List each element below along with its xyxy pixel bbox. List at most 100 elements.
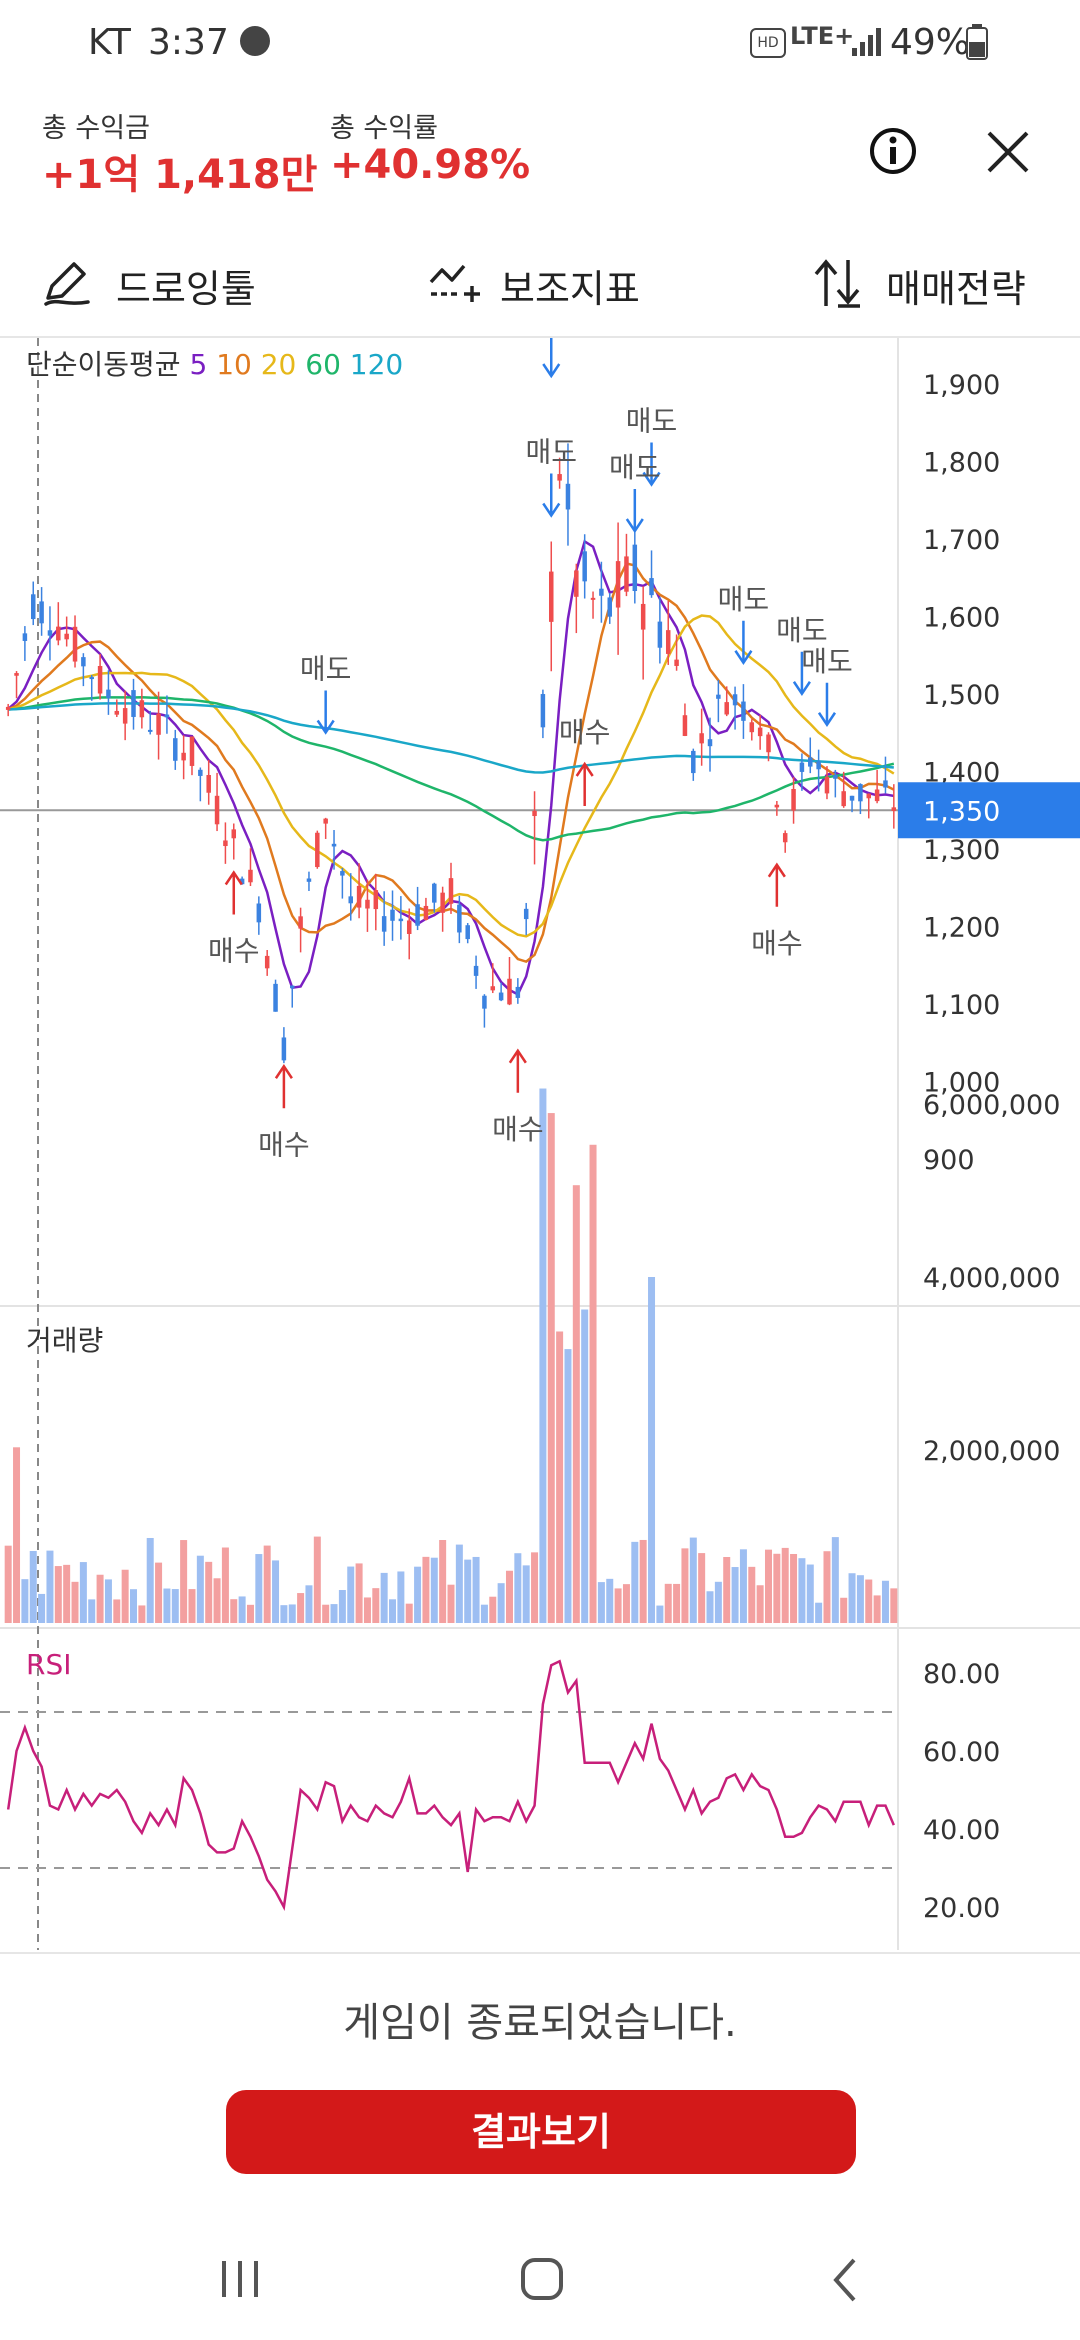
candle	[356, 885, 362, 908]
volume-bar	[681, 1548, 689, 1623]
stock-chart[interactable]: 매수매수매수매수매도매도매도매도매도매도매도매도매수 1,9001,8001,7…	[0, 338, 1080, 1958]
candle	[189, 736, 195, 766]
rsi-tick: 60.00	[923, 1737, 1000, 1768]
candle	[824, 776, 830, 794]
candle	[766, 734, 771, 753]
volume-bar	[798, 1558, 806, 1623]
volume-bar	[330, 1604, 338, 1623]
volume-bar	[781, 1547, 789, 1623]
back-icon[interactable]	[830, 2257, 860, 2303]
drawing-tool-label: 드로잉툴	[116, 267, 256, 311]
candle	[749, 722, 755, 733]
account-icon	[240, 26, 270, 56]
home-icon[interactable]	[520, 2257, 564, 2301]
volume-bar	[63, 1564, 71, 1623]
volume-bar	[823, 1551, 831, 1623]
candle	[891, 807, 897, 811]
volume-bar	[372, 1588, 380, 1623]
sell-arrow-head	[625, 518, 644, 534]
volume-tick: 6,000,000	[923, 1090, 1060, 1121]
volume-bar	[497, 1583, 505, 1623]
current-price-tag	[898, 782, 1080, 839]
volume-bar	[489, 1596, 497, 1623]
volume-tick: 2,000,000	[923, 1436, 1060, 1467]
view-results-button[interactable]: 결과보기	[226, 2090, 856, 2174]
volume-bar	[205, 1561, 213, 1623]
candle	[406, 920, 412, 934]
battery-icon	[966, 24, 988, 64]
candle	[874, 789, 880, 802]
volume-bar	[221, 1547, 229, 1623]
volume-bar	[130, 1589, 138, 1623]
total-profit-value: +1억 1,418만	[42, 152, 318, 198]
volume-bar	[439, 1540, 447, 1623]
volume-bars	[4, 1088, 898, 1623]
volume-bar	[322, 1604, 330, 1623]
volume-bar	[756, 1585, 764, 1623]
candle	[290, 985, 295, 989]
volume-bar	[405, 1603, 413, 1623]
volume-bar	[664, 1583, 672, 1623]
info-icon[interactable]	[868, 126, 918, 180]
volume-bar	[714, 1581, 722, 1623]
volume-bar	[297, 1593, 305, 1623]
candle	[306, 878, 312, 882]
panel-labels: 단순이동평균 5 10 20 60 120 거래량 RSI	[26, 348, 403, 1681]
candle	[30, 594, 36, 620]
price-tick: 1,200	[923, 913, 1000, 944]
volume-bar	[230, 1599, 238, 1623]
volume-bar	[380, 1572, 388, 1623]
candle	[732, 694, 738, 706]
candle	[231, 829, 237, 839]
volume-bar	[455, 1544, 463, 1623]
volume-bar	[355, 1563, 363, 1623]
volume-bar	[4, 1545, 12, 1623]
volume-bar	[831, 1537, 839, 1623]
volume-bar	[138, 1605, 146, 1623]
candle	[331, 843, 337, 847]
price-tick: 1,500	[923, 680, 1000, 711]
candle	[482, 995, 487, 1009]
volume-bar	[263, 1545, 271, 1623]
volume-bar	[656, 1605, 664, 1623]
recent-apps-icon[interactable]	[220, 2259, 262, 2299]
volume-bar	[648, 1277, 656, 1623]
volume-bar	[856, 1575, 864, 1623]
candle	[365, 899, 370, 909]
candle	[97, 666, 103, 694]
candle	[248, 869, 253, 883]
volume-bar	[272, 1560, 280, 1623]
volume-bar	[121, 1569, 129, 1623]
candle	[64, 633, 69, 640]
candle	[14, 673, 19, 676]
candle	[624, 556, 629, 592]
ma120-line	[8, 702, 894, 774]
sell-arrow-head	[734, 650, 753, 666]
volume-bar	[480, 1604, 488, 1623]
close-icon[interactable]	[986, 130, 1030, 178]
candle	[273, 983, 278, 1012]
volume-bar	[288, 1604, 296, 1623]
volume-bar	[606, 1578, 614, 1623]
candle	[39, 601, 44, 624]
price-tick: 900	[923, 1145, 975, 1176]
current-price-label: 1,350	[923, 796, 1000, 827]
candle	[632, 544, 638, 592]
volume-bar	[764, 1549, 772, 1623]
candle	[691, 750, 696, 774]
candle	[147, 729, 153, 732]
volume-bar	[581, 1309, 589, 1623]
volume-bar	[180, 1540, 188, 1623]
candle	[657, 621, 663, 648]
price-tick: 1,600	[923, 603, 1000, 634]
price-tick: 1,000	[923, 1068, 1000, 1099]
total-return-value: +40.98%	[330, 142, 531, 188]
volume-bar	[71, 1581, 79, 1623]
candle	[841, 791, 846, 807]
candle	[440, 892, 445, 913]
price-tick: 1,800	[923, 448, 1000, 479]
volume-bar	[773, 1553, 781, 1623]
candle	[398, 918, 404, 922]
candle	[47, 630, 53, 636]
sell-arrow-head	[316, 719, 335, 735]
